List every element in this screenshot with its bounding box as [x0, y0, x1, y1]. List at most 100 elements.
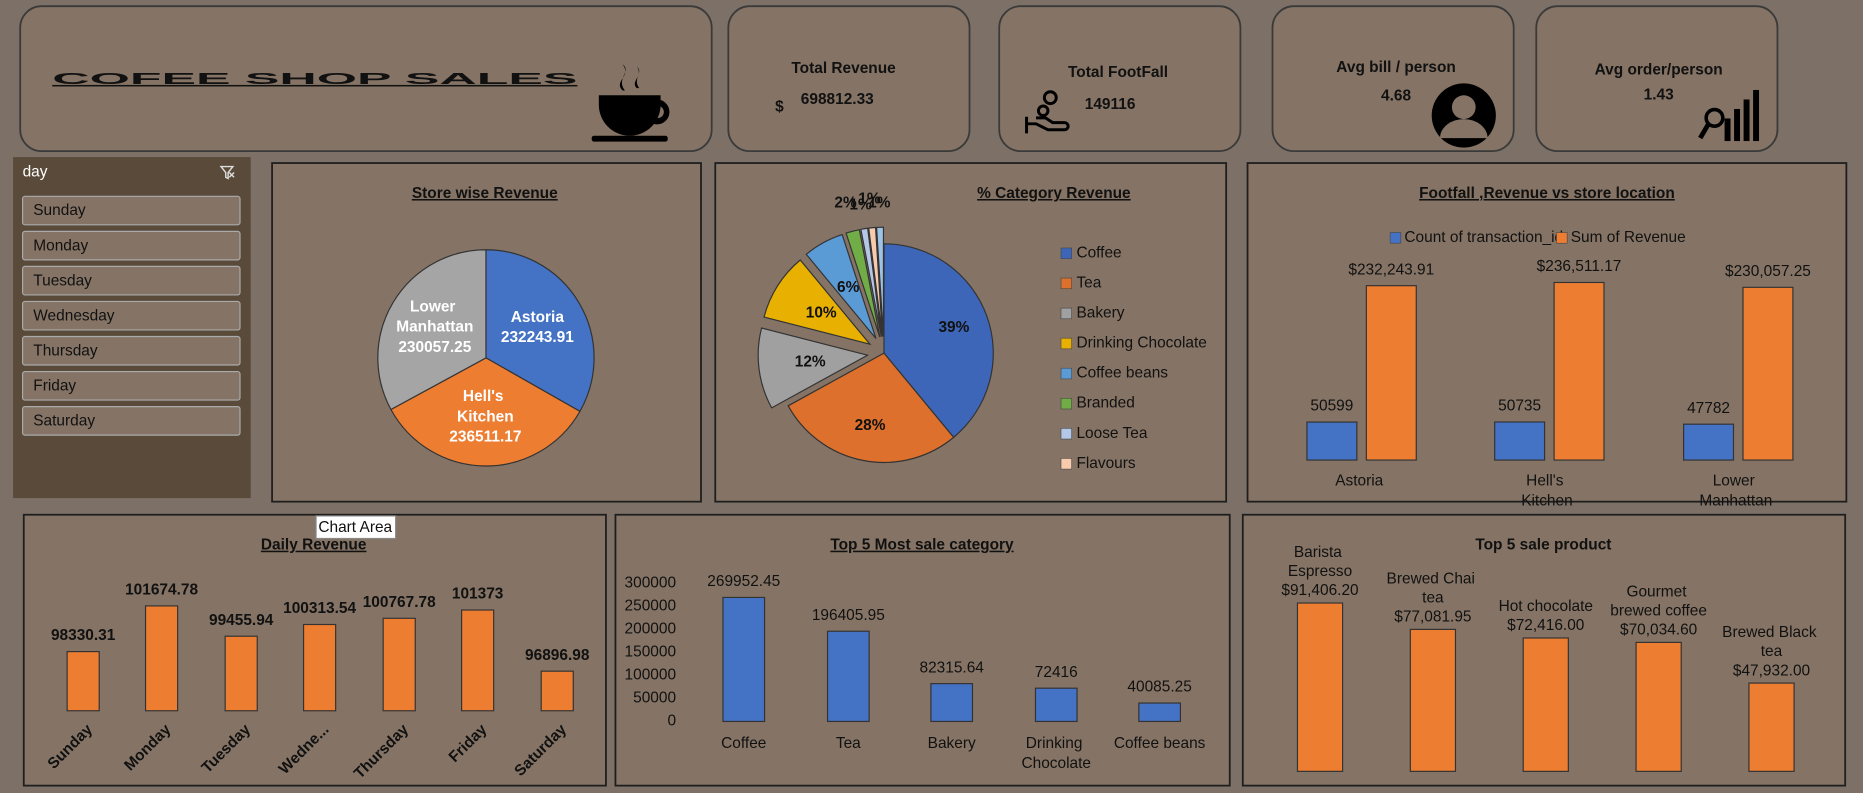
chart-title: Footfall ,Revenue vs store location: [1419, 185, 1675, 202]
legend-swatch: [1060, 277, 1072, 290]
bar-value-label: 101373: [452, 586, 504, 603]
text-line: Tea: [836, 735, 861, 752]
kpi-value: 149116: [1085, 96, 1136, 113]
text-line: Coffee: [721, 735, 766, 752]
kpi-label: Avg order/person: [1595, 61, 1723, 78]
text-line: Manhattan: [396, 319, 473, 336]
slicer-item-label: Thursday: [33, 342, 98, 359]
bar-value-label: 72416: [1035, 664, 1078, 681]
slice-category-label: Hell's Kitchen: [457, 388, 514, 425]
bar: [1553, 281, 1605, 461]
slice-value-label: 28%: [855, 417, 886, 434]
bar-category-label: Brewed Chai tea: [1387, 571, 1480, 607]
slice-value-label: 1%: [868, 195, 891, 212]
bar-value-label: $230,057.25: [1725, 263, 1811, 280]
text-line: Kitchen: [457, 408, 514, 425]
text-line: Brewed Chai: [1387, 571, 1480, 588]
kpi-card: [1535, 5, 1779, 153]
clear-filter-icon[interactable]: [219, 165, 235, 180]
bar-value-label: 196405.95: [812, 607, 885, 624]
text-line: Kitchen: [1521, 493, 1572, 510]
legend-label: Branded: [1076, 395, 1134, 412]
text-line: Hell's: [1526, 473, 1568, 490]
text-line: Astoria: [511, 309, 565, 326]
slicer-button[interactable]: [21, 195, 241, 226]
bar-value-label: 269952.45: [707, 573, 780, 590]
kpi-label: Total Revenue: [791, 60, 896, 77]
legend-swatch: [1556, 232, 1568, 244]
bar: [224, 635, 258, 712]
bar-value-label: $72,416.00: [1507, 617, 1584, 634]
kpi-value: 1.43: [1644, 86, 1674, 103]
slicer-items: Sunday Monday Tuesday Wednesday Thursday Frid…: [21, 195, 241, 436]
slice-category-label: Astoria: [511, 309, 565, 326]
cup-handle: [653, 100, 670, 125]
y-tick-label: 100000: [625, 667, 677, 684]
bar-value-label: 82315.64: [920, 659, 985, 676]
y-tick-label: 300000: [625, 575, 677, 592]
bar: [1748, 682, 1795, 772]
bar-value-label: 99455.94: [209, 612, 274, 629]
slice-value-label: 39%: [938, 319, 969, 336]
bar-value-label: $47,932.00: [1733, 662, 1810, 679]
kpi-value: 698812.33: [801, 91, 874, 108]
cup-steam: [619, 64, 640, 91]
bar-value-label: 98330.31: [51, 627, 116, 644]
x-tick-label: Coffee beans: [1114, 735, 1206, 752]
charts: Store wise Revenue Astoria 232243.91 Hell's…: [22, 162, 1848, 787]
coin: [1036, 104, 1050, 117]
pie-slice: [868, 226, 884, 337]
bar: [144, 605, 179, 712]
bar: [1138, 702, 1182, 723]
legend-swatch: [1389, 232, 1402, 244]
slice-value-label: 232243.91: [501, 329, 574, 346]
hand-coin-icon: [1025, 90, 1070, 134]
x-tick-label: Hell's Kitchen: [1521, 473, 1572, 510]
bar-value-label: 100767.78: [363, 594, 436, 611]
bar: [1742, 286, 1794, 461]
bar-value-label: 47782: [1687, 400, 1730, 417]
slicer-item-label: Tuesday: [33, 272, 92, 289]
slicer-button[interactable]: [21, 406, 241, 436]
chart-title: % Category Revenue: [977, 185, 1131, 202]
text-line: Bakery: [928, 735, 976, 752]
slice-value-label: 236511.17: [449, 429, 521, 446]
bar: [302, 623, 337, 712]
slicer-button[interactable]: [21, 370, 241, 401]
text-line: Hot chocolate: [1499, 598, 1593, 615]
legend-swatch: [1060, 307, 1072, 320]
y-tick-label: 0: [667, 713, 676, 730]
slice-value-label: 1%: [858, 190, 881, 207]
slicer-button[interactable]: [21, 265, 241, 296]
slicer-button[interactable]: [21, 335, 241, 366]
bar: [1365, 285, 1417, 461]
pie-slice: [875, 226, 885, 337]
filter-funnel: [219, 165, 235, 180]
bar-value-label: 40085.25: [1127, 679, 1191, 696]
bar-value-label: 50599: [1310, 398, 1353, 415]
pie-slice: [805, 233, 877, 339]
bar-value-label: $70,034.60: [1620, 622, 1697, 639]
kpi-value: 4.68: [1381, 88, 1411, 105]
bar-value-label: 96896.98: [525, 647, 590, 664]
text-line: Chocolate: [1021, 755, 1091, 772]
legend-label: Flavours: [1076, 455, 1135, 472]
text-line: Brewed Black: [1722, 624, 1821, 641]
slicer-button[interactable]: [21, 230, 241, 261]
legend-label: Tea: [1076, 274, 1101, 291]
slicer-button[interactable]: [21, 300, 241, 331]
tooltip: Chart Area: [318, 519, 392, 536]
pie-slice: [390, 357, 581, 467]
x-tick-label: Lower Manhattan: [1699, 473, 1772, 510]
slice-value-label: 230057.25: [398, 339, 471, 356]
bar: [1635, 641, 1682, 772]
slice-value-label: 1%: [849, 196, 872, 213]
kpi-card: [727, 5, 971, 153]
text-line: Coffee beans: [1114, 735, 1206, 752]
bar: [540, 670, 574, 712]
text-line: brewed coffee: [1610, 603, 1707, 620]
legend-label: Coffee: [1076, 244, 1121, 261]
bar: [1409, 628, 1457, 772]
bar: [66, 651, 100, 712]
slice-value-label: 12%: [795, 354, 826, 371]
